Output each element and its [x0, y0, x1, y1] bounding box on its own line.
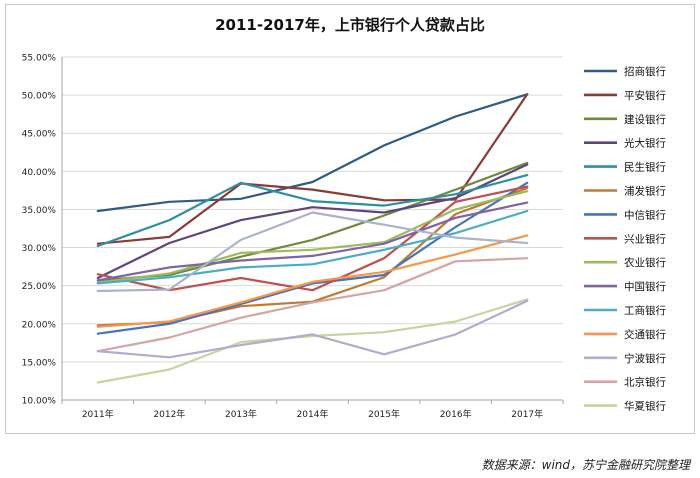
series-line — [96, 298, 529, 384]
legend-label: 浦发银行 — [624, 185, 666, 198]
x-tick-label: 2015年 — [368, 408, 400, 420]
series-line — [96, 93, 529, 213]
legend-label: 华夏银行 — [624, 400, 666, 413]
series-line — [96, 211, 529, 293]
source-note: 数据来源：wind，苏宁金融研究院整理 — [481, 458, 690, 472]
y-tick-label: 30.00% — [22, 244, 57, 254]
series-line — [96, 201, 529, 282]
legend-label: 工商银行 — [624, 304, 666, 317]
series-line — [96, 163, 529, 280]
x-tick-label: 2016年 — [440, 408, 472, 420]
y-tick-label: 10.00% — [22, 397, 57, 407]
x-tick-label: 2017年 — [511, 408, 543, 420]
series-line — [96, 209, 529, 285]
y-tick-label: 50.00% — [22, 92, 57, 102]
series-line — [96, 174, 529, 248]
legend-label: 平安银行 — [624, 89, 666, 102]
legend-label: 中信银行 — [624, 208, 666, 221]
legend-label: 交通银行 — [624, 328, 666, 341]
legend-label: 兴业银行 — [624, 232, 666, 245]
y-tick-label: 15.00% — [22, 358, 57, 368]
series-line — [96, 190, 529, 284]
legend-label: 北京银行 — [624, 376, 666, 389]
x-tick-label: 2012年 — [153, 408, 185, 420]
y-tick-label: 35.00% — [22, 206, 57, 216]
legend-label: 宁波银行 — [624, 352, 666, 365]
series-line — [96, 161, 529, 282]
legend-label: 民生银行 — [624, 161, 666, 174]
y-tick-label: 20.00% — [22, 320, 57, 330]
legend-label: 建设银行 — [624, 113, 666, 126]
series-line — [96, 234, 529, 328]
legend-label: 招商银行 — [624, 65, 666, 78]
legend-label: 中国银行 — [624, 280, 666, 293]
series-line — [96, 257, 529, 353]
chart-title: 2011-2017年，上市银行个人贷款占比 — [215, 16, 485, 34]
legend-label: 光大银行 — [624, 137, 666, 150]
legend-label: 农业银行 — [624, 256, 666, 269]
series-line — [96, 299, 529, 359]
x-tick-label: 2011年 — [82, 408, 114, 420]
series-line — [96, 181, 529, 335]
y-tick-label: 45.00% — [22, 130, 57, 140]
y-tick-label: 55.00% — [22, 54, 57, 64]
y-tick-label: 25.00% — [22, 282, 57, 292]
x-tick-label: 2014年 — [297, 408, 329, 420]
series-line — [96, 93, 529, 245]
y-tick-label: 40.00% — [22, 168, 57, 178]
x-tick-label: 2013年 — [225, 408, 257, 420]
